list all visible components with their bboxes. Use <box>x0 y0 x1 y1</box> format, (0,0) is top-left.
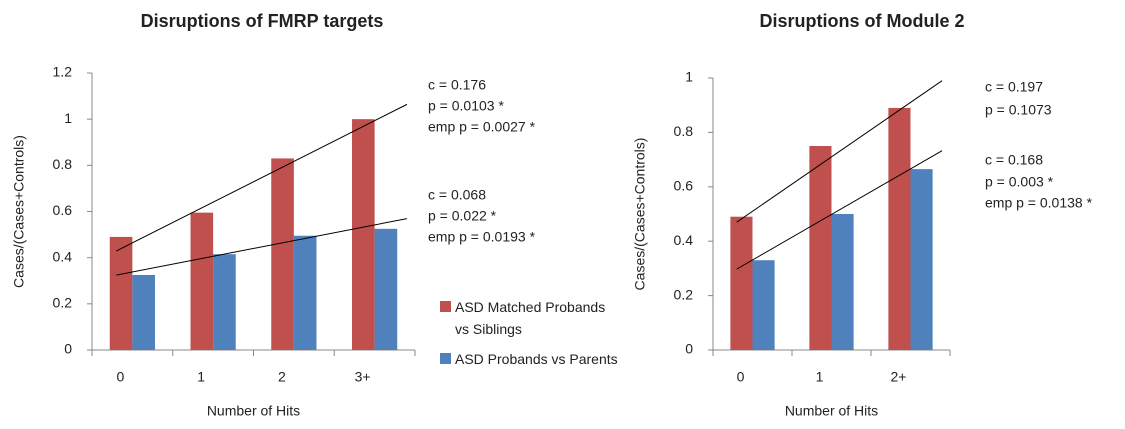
annotation: p = 0.022 * <box>428 208 497 224</box>
bar <box>109 236 133 350</box>
annotation: c = 0.168 <box>985 152 1043 168</box>
annotation: p = 0.1073 <box>985 102 1052 118</box>
y-tick-label: 1 <box>685 69 693 85</box>
legend-swatch <box>440 301 451 312</box>
bar <box>752 260 775 350</box>
legend-item: ASD Probands vs Parents <box>440 348 620 370</box>
bar <box>132 274 155 350</box>
x-tick-label: 0 <box>737 369 745 385</box>
annotation: c = 0.176 <box>428 77 486 93</box>
bar <box>293 235 317 350</box>
annotation: emp p = 0.0193 * <box>428 229 536 245</box>
bar <box>888 107 911 350</box>
trend-line <box>736 80 943 223</box>
x-tick-label: 2+ <box>891 369 907 385</box>
bar <box>190 212 214 350</box>
legend-item: ASD Matched Probands vs Siblings <box>440 296 620 340</box>
legend: ASD Matched Probands vs Siblings ASD Prob… <box>440 296 620 378</box>
annotation: emp p = 0.0138 * <box>985 195 1093 211</box>
trend-line <box>116 218 408 276</box>
chart-title: Disruptions of FMRP targets <box>141 11 384 31</box>
annotation: p = 0.003 * <box>985 174 1054 190</box>
y-tick-label: 0.8 <box>53 156 73 172</box>
y-tick-label: 0 <box>685 341 693 357</box>
y-axis-title: Cases/(Cases+Controls) <box>11 135 27 288</box>
bar <box>352 119 375 351</box>
y-tick-label: 0 <box>64 341 72 357</box>
x-tick-label: 1 <box>816 369 824 385</box>
x-axis-title: Number of Hits <box>785 403 878 419</box>
x-tick-label: 2 <box>278 369 286 385</box>
x-axis-title: Number of Hits <box>207 403 300 419</box>
y-tick-label: 0.6 <box>674 178 694 194</box>
trend-line <box>736 150 943 270</box>
y-tick-label: 0.8 <box>674 123 694 139</box>
x-tick-label: 1 <box>197 369 205 385</box>
y-tick-label: 0.4 <box>53 248 73 264</box>
y-tick-label: 1 <box>64 110 72 126</box>
trend-line <box>115 103 408 252</box>
y-tick-label: 0.6 <box>53 202 73 218</box>
legend-label: ASD Probands vs Parents <box>455 351 618 367</box>
y-tick-label: 1.2 <box>53 64 73 80</box>
legend-label: ASD Matched Probands vs Siblings <box>455 299 606 337</box>
y-tick-label: 0.4 <box>674 232 694 248</box>
bar <box>730 216 753 350</box>
bar <box>809 146 832 350</box>
chart-title: Disruptions of Module 2 <box>760 11 965 31</box>
annotation: c = 0.068 <box>428 187 486 203</box>
x-tick-label: 0 <box>116 369 124 385</box>
y-tick-label: 0.2 <box>674 286 694 302</box>
bar <box>213 254 236 350</box>
bar <box>271 158 294 350</box>
legend-swatch <box>440 353 451 364</box>
y-axis-title: Cases/(Cases+Controls) <box>632 138 648 291</box>
x-tick-label: 3+ <box>355 369 371 385</box>
annotation: emp p = 0.0027 * <box>428 119 536 135</box>
annotation: p = 0.0103 * <box>428 98 504 114</box>
bar <box>374 228 398 350</box>
y-tick-label: 0.2 <box>53 295 73 311</box>
bar <box>831 214 854 350</box>
annotation: c = 0.197 <box>985 79 1043 95</box>
bar <box>910 169 933 350</box>
